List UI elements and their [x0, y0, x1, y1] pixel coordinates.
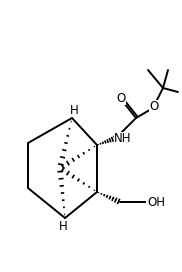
Text: H: H	[70, 104, 78, 116]
Text: H: H	[59, 221, 67, 233]
Text: O: O	[116, 91, 126, 104]
Text: OH: OH	[147, 196, 165, 209]
Text: NH: NH	[114, 132, 132, 146]
Text: O: O	[149, 100, 159, 113]
